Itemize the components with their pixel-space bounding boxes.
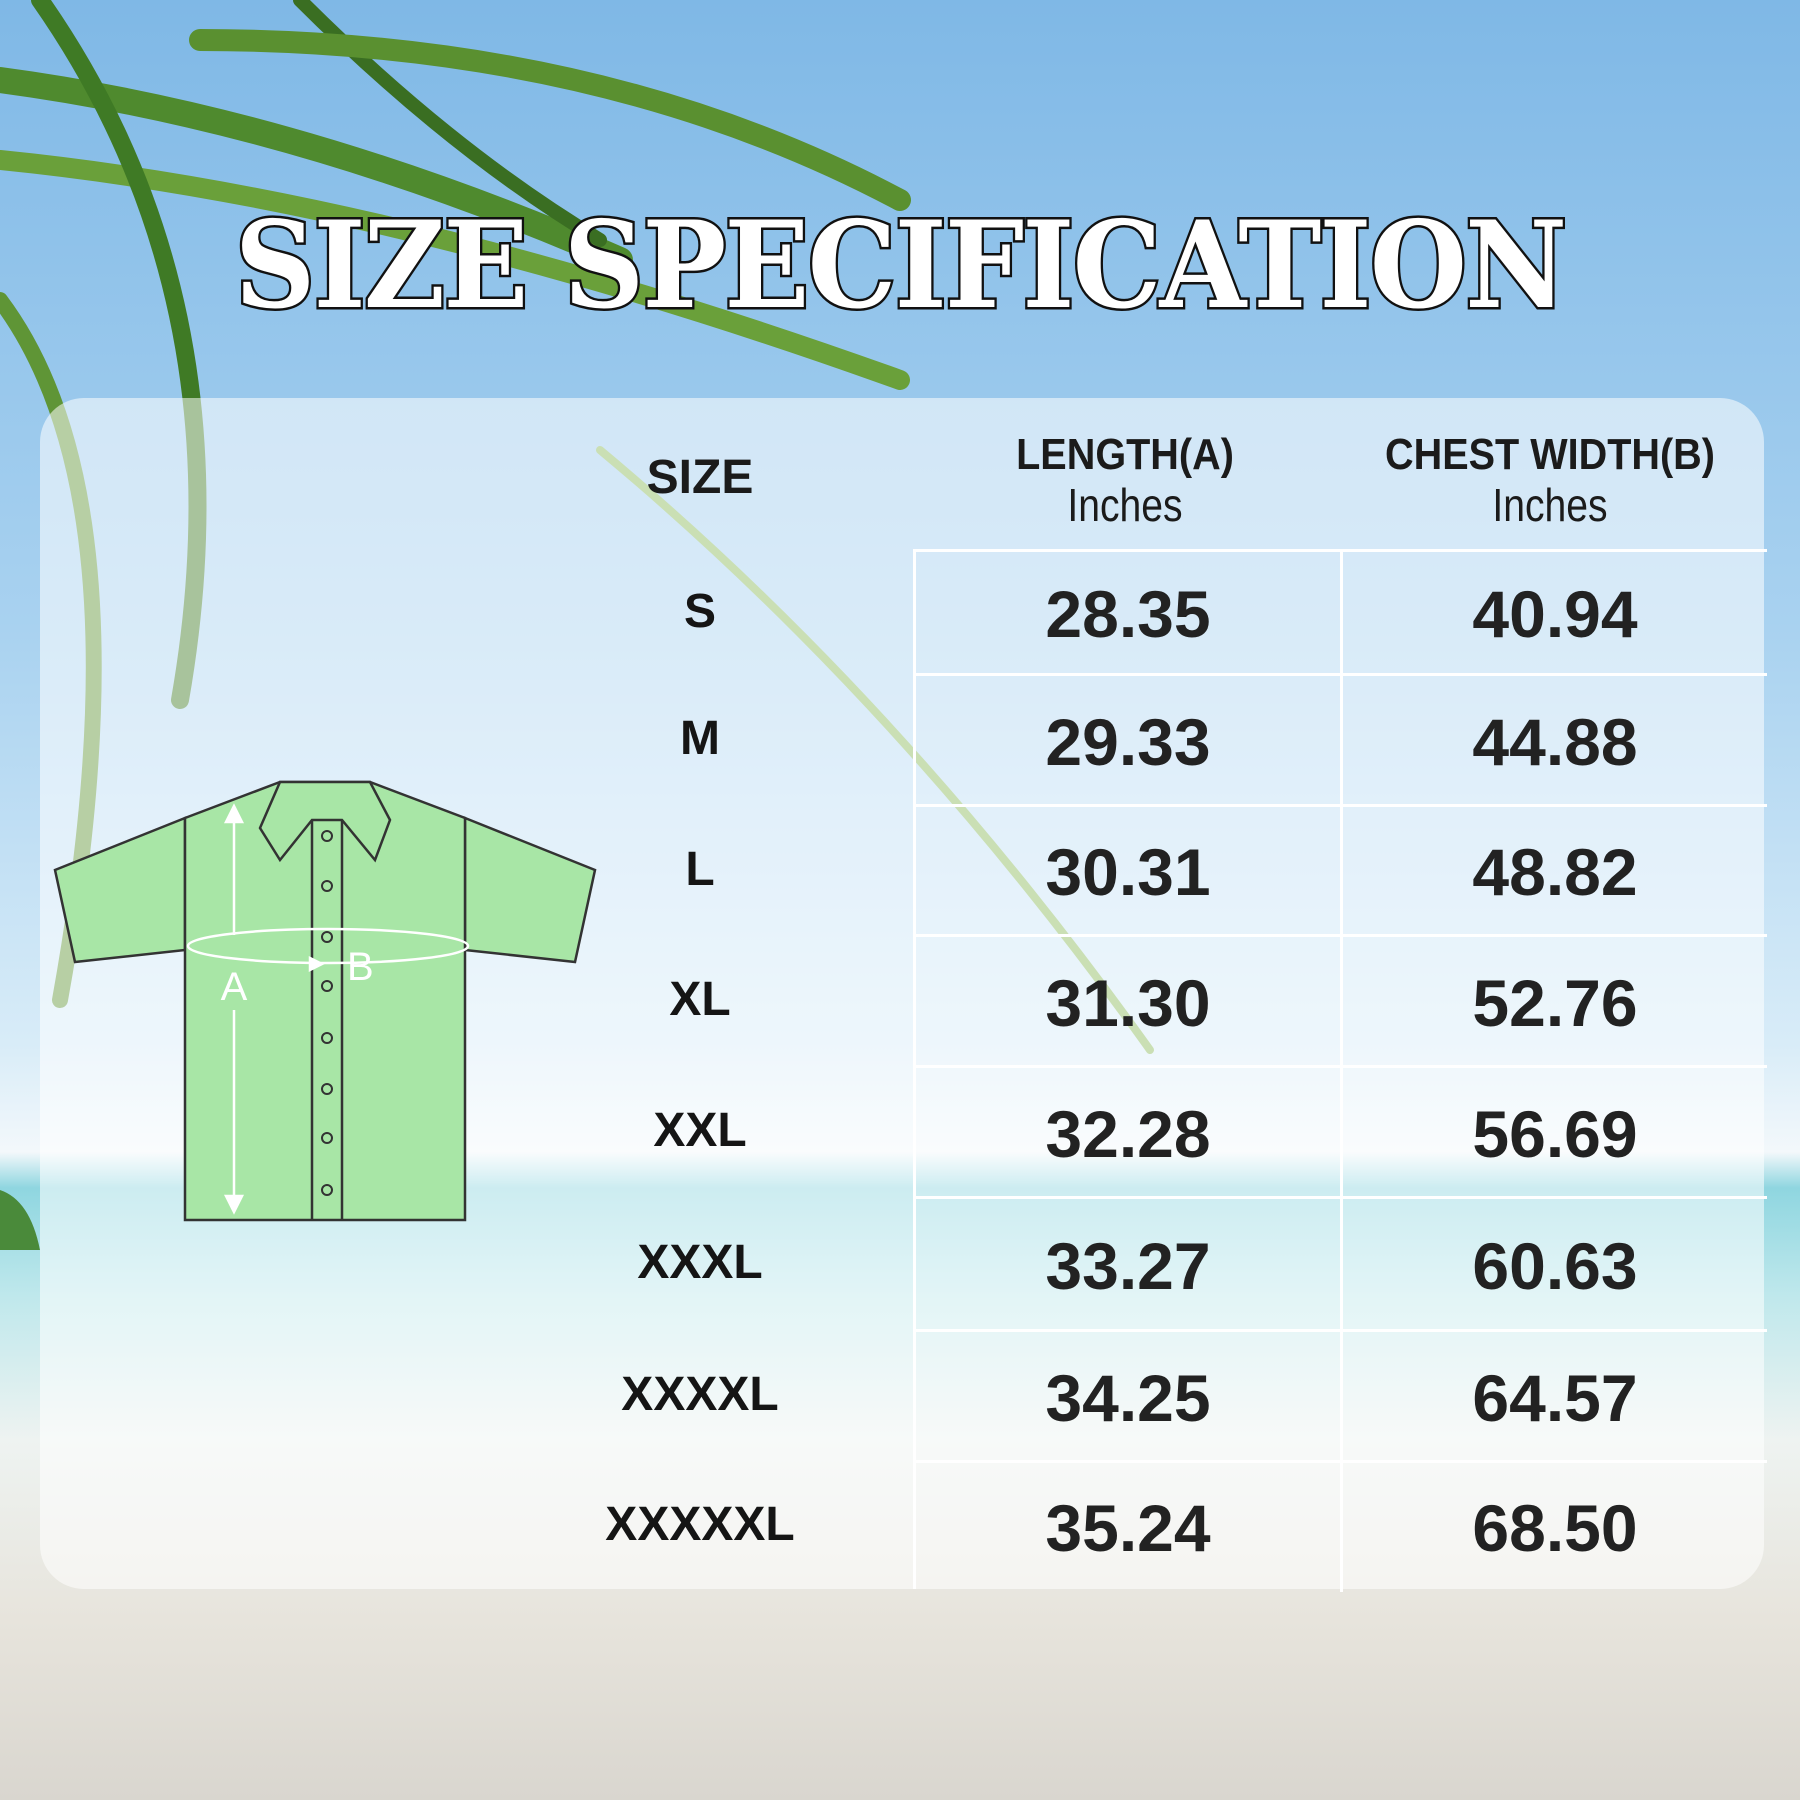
chest-column-header: CHEST WIDTH(B) Inches [1340, 430, 1760, 532]
size-label: M [680, 712, 720, 765]
length-value: 30.31 [916, 807, 1343, 937]
size-label: XXXL [637, 1236, 763, 1289]
chest-value: 40.94 [1472, 577, 1638, 651]
length-value: 29.33 [916, 676, 1343, 807]
chest-value: 60.63 [1472, 1228, 1638, 1303]
size-label: S [683, 584, 716, 638]
table-row: 34.25 64.57 [916, 1329, 1767, 1463]
table-row: 32.28 56.69 [916, 1065, 1767, 1199]
table-row: 31.30 52.76 [916, 934, 1767, 1068]
length-value: 32.28 [916, 1068, 1343, 1199]
shirt-diagram: A B [53, 780, 597, 1222]
length-header-title: LENGTH(A) [1016, 430, 1234, 479]
size-label: XXL [653, 1104, 747, 1157]
table-row: 28.35 40.94 [916, 549, 1767, 676]
chest-value: 44.88 [1472, 704, 1638, 779]
chest-value: 52.76 [1472, 965, 1638, 1040]
size-label: XXXXL [621, 1368, 779, 1421]
size-label: L [685, 842, 715, 896]
table-row: 29.33 44.88 [916, 673, 1767, 807]
table-row: 33.27 60.63 [916, 1196, 1767, 1332]
table-row: 35.24 68.50 [916, 1460, 1767, 1592]
length-value: 28.35 [916, 552, 1343, 676]
label-b: B [347, 945, 374, 989]
label-a: A [221, 965, 248, 1009]
chest-value: 56.69 [1472, 1096, 1638, 1171]
chest-value: 48.82 [1472, 835, 1638, 909]
size-label: XL [669, 973, 731, 1026]
length-value: 35.24 [916, 1463, 1343, 1592]
collar [258, 780, 392, 863]
table-row: 30.31 48.82 [916, 804, 1767, 937]
size-label: XXXXXL [605, 1498, 795, 1551]
left-sleeve [53, 816, 187, 964]
length-value: 34.25 [916, 1332, 1343, 1463]
length-column-header: LENGTH(A) Inches [930, 430, 1320, 532]
chest-value: 64.57 [1472, 1360, 1638, 1435]
chest-header-unit: Inches [1492, 479, 1608, 531]
page-title: SIZE SPECIFICATION [232, 193, 1569, 339]
length-value: 33.27 [916, 1199, 1343, 1332]
length-header-unit: Inches [1067, 479, 1183, 531]
size-column-header: SIZE [646, 451, 754, 504]
length-value: 31.30 [916, 937, 1343, 1068]
chest-measure-ellipse [186, 927, 470, 965]
chest-header-title: CHEST WIDTH(B) [1385, 430, 1715, 479]
size-table: 28.35 40.94 29.33 44.88 30.31 48.82 31.30 52.76… [913, 549, 1767, 1592]
right-sleeve [463, 816, 597, 964]
chest-value: 68.50 [1472, 1490, 1638, 1565]
